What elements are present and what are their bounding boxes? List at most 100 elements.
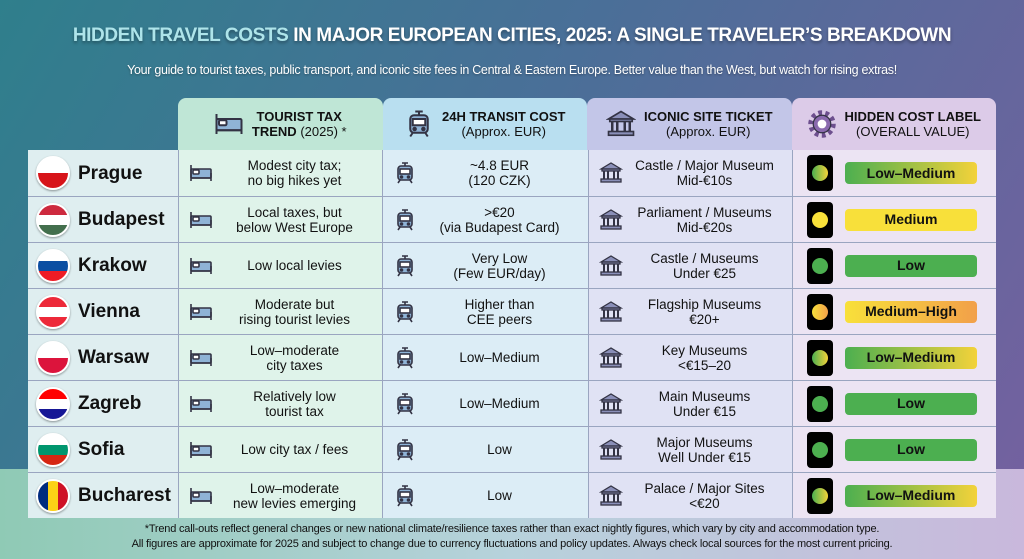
city-cell: Budapest xyxy=(28,197,178,242)
museum-icon xyxy=(599,346,623,368)
traffic-light-icon xyxy=(807,155,833,191)
traffic-light-icon xyxy=(807,201,833,238)
header-line: TREND xyxy=(251,124,297,139)
bed-icon xyxy=(190,257,212,274)
column-header: ICONIC SITE TICKET (Approx. EUR) xyxy=(587,98,792,150)
site-text: Castle / Museums xyxy=(650,250,759,266)
transit-cell: Low xyxy=(382,427,588,472)
header-line: TOURIST TAX xyxy=(256,109,342,124)
table-row: Krakow Low local levies Very Low (Few EUR/d… xyxy=(28,242,996,288)
cost-badge: Medium–High xyxy=(845,300,977,323)
tram-icon xyxy=(409,110,429,138)
site-cell: Key Museums <€15–20 xyxy=(588,335,792,380)
city-cell: Prague xyxy=(28,150,178,196)
site-text: €20+ xyxy=(689,311,720,327)
transit-text: Higher than xyxy=(464,296,535,312)
site-text: Mid-€10s xyxy=(676,173,733,188)
site-cell: Parliament / Museums Mid-€20s xyxy=(588,197,792,242)
museum-icon xyxy=(599,438,623,460)
transit-cell: Low–Medium xyxy=(382,335,588,380)
tax-text: city taxes xyxy=(266,357,323,373)
transit-text: Low–Medium xyxy=(459,396,540,411)
footnote: *Trend call-outs reflect general changes… xyxy=(12,522,1012,552)
tax-text: rising tourist levies xyxy=(238,311,351,327)
city-name: Zagreb xyxy=(78,393,142,414)
header-line: (Approx. EUR) xyxy=(665,124,751,139)
city-name: Bucharest xyxy=(78,485,171,506)
city-cell: Warsaw xyxy=(28,335,178,380)
column-header: TOURIST TAX TREND (2025) * xyxy=(178,98,383,150)
bed-icon xyxy=(215,114,243,134)
label-cell: Low–Medium xyxy=(792,335,996,380)
label-cell: Medium xyxy=(792,197,996,242)
transit-text: Very Low xyxy=(471,250,528,266)
museum-icon xyxy=(599,254,623,276)
site-text: Mid-€20s xyxy=(676,219,733,235)
tram-icon xyxy=(397,300,413,322)
city-name: Budapest xyxy=(78,209,165,230)
city-cell: Zagreb xyxy=(28,381,178,426)
tax-text: Relatively low xyxy=(253,388,336,404)
tax-text: Local taxes, but xyxy=(247,204,342,220)
tax-cell: Low–moderate city taxes xyxy=(178,335,382,380)
column-header-text: TOURIST TAX TREND (2025) * xyxy=(252,109,347,139)
label-cell: Low xyxy=(792,243,996,288)
header-line: 24H TRANSIT COST xyxy=(441,109,566,124)
museum-icon xyxy=(599,392,623,414)
label-cell: Low–Medium xyxy=(792,150,996,196)
city-name: Sofia xyxy=(78,439,125,460)
transit-cell: Very Low (Few EUR/day) xyxy=(382,243,588,288)
site-cell: Flagship Museums €20+ xyxy=(588,289,792,334)
table-body: Prague Modest city tax; no big hikes yet ~4… xyxy=(28,150,996,518)
tax-text: below West Europe xyxy=(236,219,353,235)
table-row: Zagreb Relatively low tourist tax Low–Mediu… xyxy=(28,380,996,426)
tax-text: no big hikes yet xyxy=(247,173,342,188)
title-rest: IN MAJOR EUROPEAN CITIES, 2025: A SINGLE… xyxy=(288,25,952,46)
cost-badge: Medium xyxy=(845,208,977,231)
tram-icon xyxy=(397,438,413,460)
tax-text: Low–moderate xyxy=(249,342,340,358)
transit-text: Low xyxy=(487,442,512,457)
label-cell: Low xyxy=(792,427,996,472)
museum-icon xyxy=(605,110,636,137)
bed-icon xyxy=(190,165,212,181)
cost-badge: Low–Medium xyxy=(845,162,977,184)
site-cell: Palace / Major Sites <€20 xyxy=(588,473,792,518)
tax-cell: Relatively low tourist tax xyxy=(178,381,382,426)
city-cell: Sofia xyxy=(28,427,178,472)
site-text: Main Museums xyxy=(658,388,751,404)
transit-cell: ~4.8 EUR (120 CZK) xyxy=(382,150,588,196)
flag-sk-icon xyxy=(36,248,70,283)
column-header: 24H TRANSIT COST (Approx. EUR) xyxy=(382,98,587,150)
site-text: Parliament / Museums xyxy=(637,204,772,220)
city-name: Prague xyxy=(78,162,143,184)
transit-text: >€20 xyxy=(484,204,515,220)
traffic-light-icon xyxy=(807,385,833,422)
table-row: Vienna Moderate but rising tourist levies H… xyxy=(28,288,996,334)
city-cell: Krakow xyxy=(28,243,178,288)
tax-text: Moderate but xyxy=(254,296,335,312)
tax-text: new levies emerging xyxy=(232,495,357,511)
cost-table: TOURIST TAX TREND (2025) * 24H TRANSIT COS… xyxy=(28,98,996,518)
tram-icon xyxy=(397,208,413,230)
label-cell: Low–Medium xyxy=(792,473,996,518)
museum-icon xyxy=(599,484,623,506)
footnote-line: All figures are approximate for 2025 and… xyxy=(131,538,893,550)
title-highlight: HIDDEN TRAVEL COSTS xyxy=(72,25,289,46)
site-text: <€15–20 xyxy=(678,357,731,373)
museum-icon xyxy=(599,208,623,230)
footnote-line: *Trend call-outs reflect general changes… xyxy=(144,523,880,535)
tram-icon xyxy=(397,162,413,184)
header-line: (OVERALL VALUE) xyxy=(856,124,970,139)
tram-icon xyxy=(397,346,413,368)
site-text: Flagship Museums xyxy=(647,296,762,312)
traffic-light-icon xyxy=(807,293,833,330)
tax-cell: Low city tax / fees xyxy=(178,427,382,472)
transit-text: (120 CZK) xyxy=(468,173,531,188)
transit-cell: Low xyxy=(382,473,588,518)
tax-text: Low local levies xyxy=(247,258,342,273)
site-text: Under €15 xyxy=(672,403,737,419)
table-row: Prague Modest city tax; no big hikes yet ~4… xyxy=(28,150,996,196)
flag-ro-icon xyxy=(36,478,70,513)
transit-text: Low–Medium xyxy=(459,350,540,365)
